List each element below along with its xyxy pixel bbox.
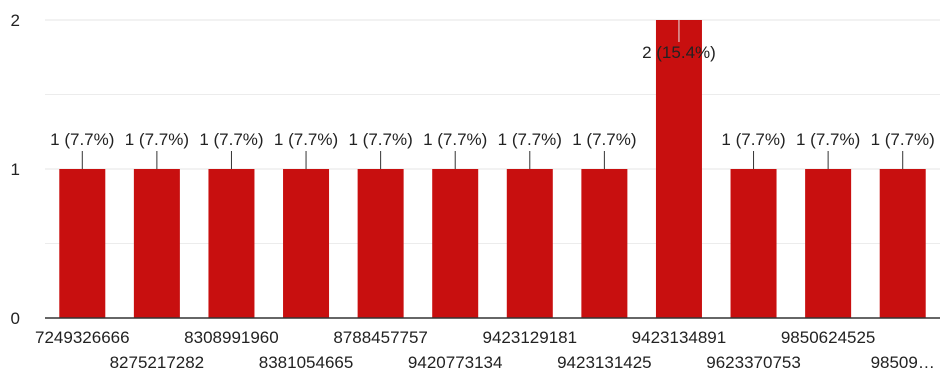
data-label: 1 (7.7%) [199,130,263,149]
data-label: 1 (7.7%) [349,130,413,149]
x-tick-label: 8788457757 [333,328,428,347]
bar [879,169,926,318]
bar [506,169,553,318]
y-tick-label: 2 [11,11,20,30]
bar [283,169,330,318]
bar [133,169,180,318]
x-tick-label: 9423129181 [483,328,578,347]
x-tick-label: 98509… [871,353,935,372]
data-label: 1 (7.7%) [423,130,487,149]
x-tick-label: 9850624525 [781,328,876,347]
data-label: 1 (7.7%) [125,130,189,149]
bar [805,169,852,318]
data-label: 1 (7.7%) [796,130,860,149]
x-tick-label: 7249326666 [35,328,130,347]
data-label: 1 (7.7%) [572,130,636,149]
x-tick-label: 9420773134 [408,353,503,372]
bar [208,169,255,318]
data-label: 1 (7.7%) [871,130,935,149]
bar [59,169,106,318]
x-tick-label: 9623370753 [706,353,801,372]
y-tick-label: 0 [11,309,20,328]
bar [655,20,702,318]
data-label: 1 (7.7%) [50,130,114,149]
x-tick-label: 9423134891 [632,328,727,347]
bar [357,169,404,318]
x-tick-label: 9423131425 [557,353,652,372]
y-tick-label: 1 [11,160,20,179]
bar [432,169,479,318]
x-tick-label: 8308991960 [184,328,279,347]
data-label: 2 (15.4%) [642,43,716,62]
data-label: 1 (7.7%) [721,130,785,149]
x-tick-label: 8275217282 [110,353,205,372]
data-label: 1 (7.7%) [498,130,562,149]
bar [581,169,628,318]
data-label: 1 (7.7%) [274,130,338,149]
x-tick-label: 8381054665 [259,353,354,372]
bar [730,169,777,318]
